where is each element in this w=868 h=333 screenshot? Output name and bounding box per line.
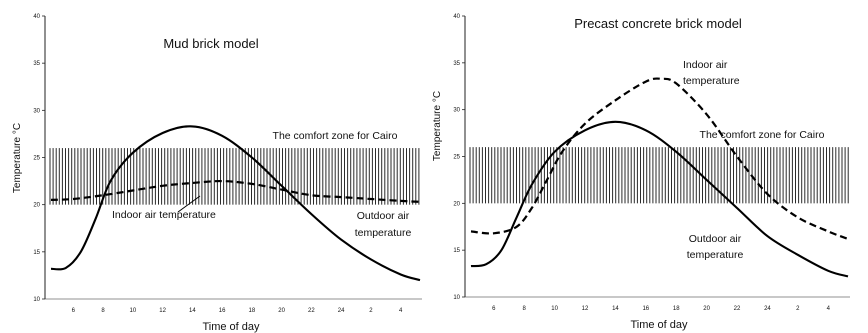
x-axis-title: Time of day bbox=[630, 319, 688, 331]
indoor-annotation: temperature bbox=[683, 75, 740, 87]
indoor-temperature-line bbox=[470, 77, 849, 240]
x-tick-label: 4 bbox=[399, 308, 403, 314]
x-tick-label: 12 bbox=[159, 308, 166, 314]
outdoor-annotation: Outdoor air bbox=[689, 233, 742, 245]
indoor-annotation: Indoor air temperature bbox=[112, 209, 216, 221]
x-tick-label: 22 bbox=[734, 306, 741, 312]
x-tick-label: 24 bbox=[338, 308, 345, 314]
indoor-annotation: Indoor air bbox=[683, 59, 728, 71]
outdoor-annotation: temperature bbox=[355, 227, 412, 239]
x-tick-label: 14 bbox=[612, 306, 619, 312]
y-tick-label: 25 bbox=[453, 155, 460, 161]
outdoor-temperature-line bbox=[50, 125, 421, 282]
y-tick-label: 35 bbox=[453, 61, 460, 67]
y-tick-label: 20 bbox=[453, 201, 460, 207]
x-tick-label: 24 bbox=[764, 306, 771, 312]
y-tick-label: 40 bbox=[33, 14, 40, 20]
x-tick-label: 6 bbox=[492, 306, 496, 312]
y-axis-title: Temperature °C bbox=[432, 91, 443, 161]
x-tick-label: 2 bbox=[796, 306, 800, 312]
y-tick-label: 15 bbox=[33, 250, 40, 256]
y-tick-label: 30 bbox=[453, 108, 460, 114]
x-tick-label: 8 bbox=[101, 308, 105, 314]
x-tick-label: 12 bbox=[582, 306, 589, 312]
comfort-zone bbox=[49, 148, 420, 205]
annotation-pointer bbox=[177, 195, 201, 213]
y-axis-title: Temperature °C bbox=[12, 123, 23, 193]
outdoor-temperature-line bbox=[470, 120, 849, 278]
x-tick-label: 18 bbox=[249, 308, 256, 314]
x-tick-label: 6 bbox=[72, 308, 76, 314]
y-tick-label: 10 bbox=[453, 295, 460, 301]
outdoor-annotation: Outdoor air bbox=[357, 210, 410, 222]
x-tick-label: 2 bbox=[369, 308, 373, 314]
chart-title: Precast concrete brick model bbox=[574, 16, 742, 31]
comfort-zone-label: The comfort zone for Cairo bbox=[273, 130, 398, 142]
x-tick-label: 10 bbox=[129, 308, 136, 314]
x-tick-label: 16 bbox=[642, 306, 649, 312]
y-tick-label: 40 bbox=[453, 14, 460, 20]
x-tick-label: 8 bbox=[523, 306, 527, 312]
y-tick-label: 10 bbox=[33, 297, 40, 303]
y-tick-label: 20 bbox=[33, 203, 40, 209]
y-tick-label: 15 bbox=[453, 248, 460, 254]
outdoor-annotation: temperature bbox=[687, 249, 744, 261]
x-tick-label: 18 bbox=[673, 306, 680, 312]
comfort-zone bbox=[469, 147, 849, 204]
x-tick-label: 22 bbox=[308, 308, 315, 314]
x-tick-label: 4 bbox=[827, 306, 831, 312]
y-tick-label: 35 bbox=[33, 61, 40, 67]
x-tick-label: 16 bbox=[219, 308, 226, 314]
comfort-zone-label: The comfort zone for Cairo bbox=[700, 129, 825, 141]
indoor-temperature-line bbox=[50, 179, 421, 203]
x-tick-label: 14 bbox=[189, 308, 196, 314]
y-tick-label: 25 bbox=[33, 156, 40, 162]
y-tick-label: 30 bbox=[33, 108, 40, 114]
x-tick-label: 20 bbox=[703, 306, 710, 312]
x-tick-label: 20 bbox=[278, 308, 285, 314]
x-axis-title: Time of day bbox=[202, 321, 260, 333]
x-tick-label: 10 bbox=[551, 306, 558, 312]
chart-title: Mud brick model bbox=[163, 36, 258, 51]
